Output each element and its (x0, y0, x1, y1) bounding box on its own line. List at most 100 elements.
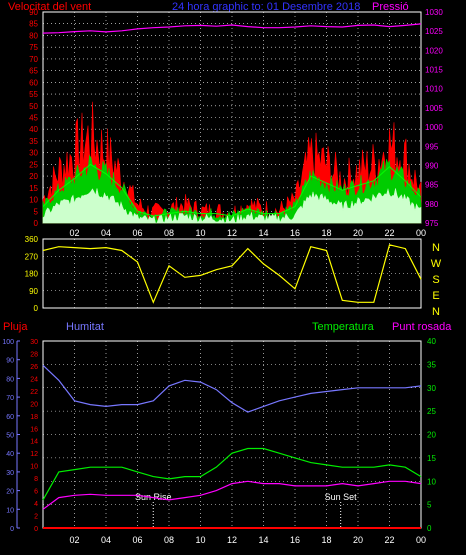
direction-plot-frame (42, 238, 422, 309)
climate-x-tick: 18 (321, 535, 331, 545)
direction-y-tick: 270 (25, 252, 39, 261)
wind-x-tick: 08 (164, 228, 174, 238)
climate-x-tick: 04 (101, 535, 111, 545)
wind-y-tick: 25 (29, 160, 38, 169)
climate-x-tick: 14 (258, 535, 268, 545)
rain-y-tick: 12 (30, 451, 38, 458)
rain-y-tick: 14 (30, 439, 38, 446)
wind-y-tick: 15 (29, 184, 38, 193)
wind-x-tick: 06 (132, 228, 142, 238)
climate-x-tick: 16 (290, 535, 300, 545)
pressure-y-tick: 1005 (425, 104, 443, 113)
dewpoint-series (42, 480, 422, 510)
temperature-y-tick: 10 (427, 477, 436, 486)
wind-x-axis: 02 04 06 08 10 12 14 16 18 20 22 00 (69, 228, 426, 238)
rain-y-tick: 10 (30, 464, 38, 471)
humidity-y-tick: 10 (6, 507, 14, 514)
rain-y-tick: 0 (34, 526, 38, 533)
pressure-y-tick: 980 (425, 200, 439, 209)
wind-x-tick: 04 (101, 228, 111, 238)
wind-x-tick: 22 (384, 228, 394, 238)
rain-y-tick: 22 (30, 389, 38, 396)
wind-y-tick: 5 (34, 207, 39, 216)
temperature-series (42, 447, 422, 501)
wind-y-tick: 45 (29, 114, 38, 123)
pressure-y-axis-right: 975 980 985 990 995 1000 1005 1010 1015 1020 1025 1… (425, 8, 443, 228)
climate-x-tick: 02 (69, 535, 79, 545)
wind-y-tick: 85 (29, 20, 38, 29)
humidity-series (42, 364, 422, 413)
rain-y-tick: 20 (30, 401, 38, 408)
rain-label: Pluja (3, 321, 28, 333)
humidity-label: Humitat (66, 321, 104, 333)
wind-average-line (42, 163, 422, 217)
pressure-y-tick: 995 (425, 142, 439, 151)
wind-pressure-panel: Velocitat del vent 24 hora graphic to: 0… (8, 1, 443, 238)
compass-label: N (432, 242, 440, 254)
direction-series (42, 244, 422, 304)
climate-plot-frame (42, 340, 422, 529)
direction-y-tick: 90 (29, 287, 38, 296)
temperature-y-tick: 35 (427, 360, 436, 369)
temperature-label: Temperatura (312, 321, 375, 333)
temperature-y-axis: 0 5 10 15 20 25 30 35 40 (427, 337, 436, 533)
direction-y-tick: 0 (34, 304, 39, 313)
temperature-y-tick: 40 (427, 337, 436, 346)
rain-y-tick: 18 (30, 414, 38, 421)
humidity-y-tick: 90 (6, 358, 14, 365)
wind-y-tick: 80 (29, 31, 38, 40)
sunset-label: Sun Set (325, 492, 358, 502)
pressure-y-tick: 1030 (425, 8, 443, 17)
wind-x-tick: 14 (258, 228, 268, 238)
humidity-y-tick: 60 (6, 414, 14, 421)
pressure-y-tick: 975 (425, 219, 439, 228)
climate-series (42, 364, 422, 529)
rain-y-tick: 30 (30, 339, 38, 346)
wind-label: Velocitat del vent (8, 1, 91, 13)
wind-y-tick: 75 (29, 43, 38, 52)
climate-x-tick: 06 (132, 535, 142, 545)
wind-y-tick: 30 (29, 149, 38, 158)
pressure-y-tick: 1015 (425, 66, 443, 75)
wind-y-tick: 70 (29, 55, 38, 64)
wind-y-tick: 55 (29, 90, 38, 99)
wind-y-tick: 20 (29, 172, 38, 181)
climate-x-tick: 00 (416, 535, 426, 545)
pressure-y-tick: 1020 (425, 46, 443, 55)
wind-x-tick: 12 (227, 228, 237, 238)
humidity-y-tick: 20 (6, 489, 14, 496)
humidity-y-tick: 30 (6, 470, 14, 477)
climate-x-tick: 08 (164, 535, 174, 545)
pressure-y-tick: 985 (425, 181, 439, 190)
wind-y-tick: 40 (29, 125, 38, 134)
wind-series (42, 23, 422, 224)
humidity-y-tick: 80 (6, 376, 14, 383)
pressure-y-tick: 1000 (425, 123, 443, 132)
dewpoint-label: Punt rosada (392, 321, 452, 333)
direction-series-line (42, 244, 422, 304)
compass-label: W (431, 258, 442, 270)
direction-y-tick: 180 (25, 270, 39, 279)
direction-y-axis: 0 90 180 270 360 (25, 235, 39, 313)
humidity-y-tick: 70 (6, 395, 14, 402)
pressure-label: Pressió (372, 1, 409, 13)
rain-y-tick: 16 (30, 426, 38, 433)
wind-x-tick: 20 (353, 228, 363, 238)
wind-y-tick: 10 (29, 196, 38, 205)
temperature-y-tick: 25 (427, 407, 436, 416)
wind-y-tick: 65 (29, 67, 38, 76)
rain-y-tick: 8 (34, 476, 38, 483)
wind-low-series (42, 188, 422, 224)
wind-y-tick: 90 (29, 8, 38, 17)
rain-y-tick: 26 (30, 364, 38, 371)
wind-x-tick: 00 (416, 228, 426, 238)
rain-y-tick: 4 (34, 501, 38, 508)
pressure-y-tick: 990 (425, 161, 439, 170)
humidity-y-tick: 100 (2, 339, 14, 346)
compass-label: S (432, 274, 439, 286)
climate-x-tick: 20 (353, 535, 363, 545)
humidity-y-axis: 0 10 20 30 40 50 60 70 80 90 100 (2, 339, 20, 533)
